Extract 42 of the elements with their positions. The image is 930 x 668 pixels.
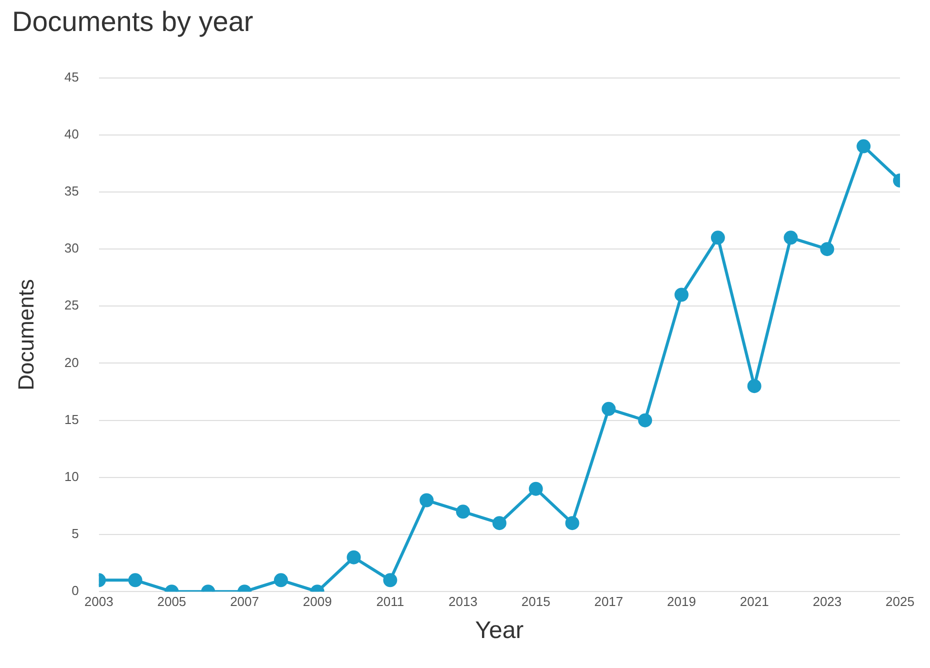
x-tick-label: 2005 — [157, 594, 186, 609]
point — [346, 550, 361, 564]
x-axis-title: Year — [475, 617, 524, 644]
point — [565, 516, 580, 530]
point — [528, 482, 543, 496]
point — [784, 230, 798, 245]
point — [128, 573, 142, 588]
point — [420, 493, 434, 508]
y-tick-label: 0 — [72, 583, 79, 598]
y-axis-title: Documents — [13, 279, 38, 390]
y-tick-label: 10 — [64, 469, 79, 484]
y-tick-label: 15 — [64, 412, 79, 427]
point — [674, 288, 689, 302]
point — [383, 573, 398, 588]
point — [638, 413, 652, 428]
point — [492, 516, 506, 530]
x-tick-label: 2011 — [376, 594, 404, 609]
point — [602, 402, 616, 416]
point — [820, 242, 834, 256]
point — [274, 573, 288, 588]
x-tick-label: 2023 — [812, 594, 842, 609]
y-tick-label: 30 — [64, 240, 79, 256]
point — [710, 230, 725, 245]
x-tick-label: 2007 — [230, 594, 259, 609]
x-tick-label: 2021 — [740, 594, 769, 609]
x-tick-label: 2017 — [594, 594, 624, 609]
x-tick-label: 2013 — [448, 594, 478, 609]
x-tick-label: 2019 — [667, 594, 696, 609]
y-tick-label: 45 — [64, 69, 79, 84]
x-tick-label: 2003 — [84, 594, 114, 609]
point — [456, 504, 470, 519]
y-tick-label: 40 — [64, 126, 79, 142]
y-tick-label: 5 — [72, 526, 79, 542]
y-tick-label: 35 — [64, 184, 79, 199]
x-tick-label: 2009 — [302, 594, 332, 609]
x-tick-label: 2015 — [521, 594, 550, 609]
y-tick-label: 20 — [64, 354, 79, 370]
point — [856, 139, 871, 154]
y-tick-label: 25 — [64, 298, 79, 313]
point — [747, 379, 762, 394]
chart-title: Documents by year — [12, 6, 254, 38]
x-tick-label: 2025 — [886, 594, 914, 609]
